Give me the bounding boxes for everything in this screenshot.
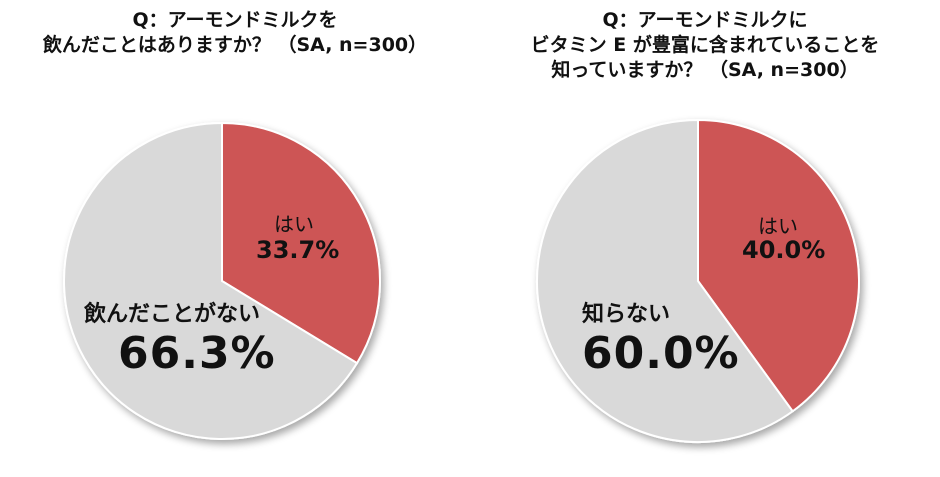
chart-panel-right: Q：アーモンドミルクに ビタミン E が豊富に含まれていることを 知っていますか… (470, 0, 940, 477)
slice-label: 飲んだことがない (84, 302, 261, 327)
slice-label: 知らない (582, 302, 671, 327)
chart-title: Q：アーモンドミルクに ビタミン E が豊富に含まれていることを 知っていますか… (470, 8, 940, 83)
chart-title-line: Q：アーモンドミルクを (132, 9, 338, 31)
chart-title: Q：アーモンドミルクを 飲んだことはありますか？ （SA, n=300） (0, 8, 470, 58)
slice-label: はい (274, 212, 314, 236)
pie-slice (536, 118, 795, 443)
slice-value-label: 33.7% (256, 236, 340, 264)
chart-title-line: ビタミン E が豊富に含まれていることを (530, 34, 880, 56)
chart-title-line: Q：アーモンドミルクに (602, 9, 808, 31)
pie-slice (697, 118, 860, 413)
chart-title-line: 知っていますか？ （SA, n=300） (551, 59, 859, 81)
slice-label: はい (758, 214, 798, 238)
pie-slice (63, 121, 359, 440)
slice-value-label: 66.3% (118, 328, 276, 379)
slice-value-label: 60.0% (582, 328, 740, 379)
slice-value-label: 40.0% (742, 236, 826, 264)
pie-chart (536, 118, 860, 443)
chart-title-line: 飲んだことはありますか？ （SA, n=300） (42, 34, 428, 56)
pie-slice (221, 121, 381, 365)
pie-chart (63, 121, 381, 440)
chart-panel-left: Q：アーモンドミルクを 飲んだことはありますか？ （SA, n=300） はい … (0, 8, 470, 440)
